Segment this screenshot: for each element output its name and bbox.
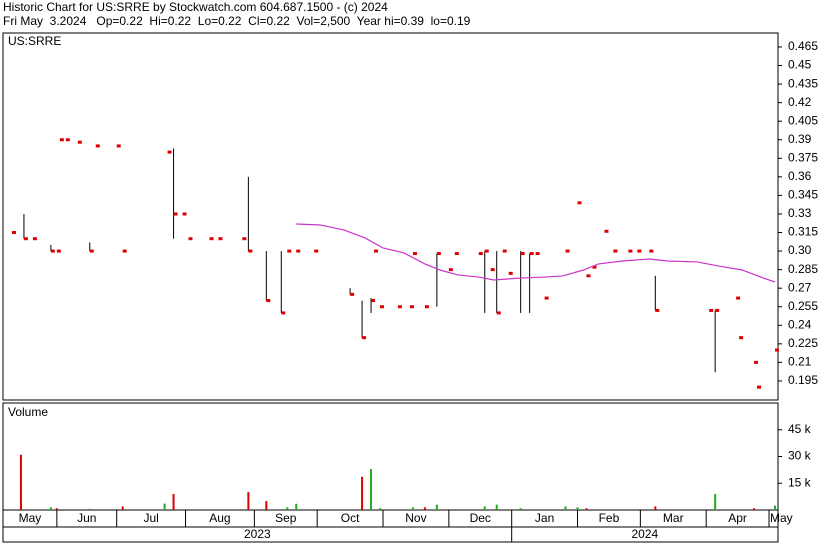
x-tick-label: Dec — [470, 511, 491, 525]
y-tick-label: 0.21 — [788, 355, 812, 369]
volume-bar — [286, 507, 289, 510]
y-tick-label: 0.465 — [788, 39, 818, 53]
y-tick-label: 0.33 — [788, 206, 812, 220]
volume-bar — [361, 476, 364, 510]
chart-title: Historic Chart for US:SRRE by Stockwatch… — [3, 0, 388, 14]
quote-line: Fri May 3.2024 Op=0.22 Hi=0.22 Lo=0.22 C… — [3, 14, 471, 28]
volume-bar — [49, 507, 52, 510]
x-tick-label: May — [19, 511, 42, 525]
y-tick-label: 15 k — [788, 475, 812, 489]
volume-bar — [295, 503, 298, 510]
y-tick-label: 0.45 — [788, 58, 812, 72]
y-tick-label: 0.255 — [788, 299, 818, 313]
volume-bar — [714, 493, 717, 510]
volume-bar — [774, 505, 777, 510]
volume-bar — [585, 508, 588, 510]
volume-bar — [370, 468, 373, 510]
volume-bar — [172, 493, 175, 510]
x-tick-label: Jun — [77, 511, 96, 525]
x-tick-label: May — [770, 511, 793, 525]
volume-bar — [654, 506, 657, 510]
y-tick-label: 0.24 — [788, 317, 812, 331]
moving-average — [296, 223, 776, 283]
year-label: 2023 — [244, 527, 271, 541]
y-tick-label: 0.375 — [788, 150, 818, 164]
y-tick-label: 0.42 — [788, 95, 812, 109]
x-tick-label: Mar — [663, 511, 684, 525]
volume-bar — [379, 508, 382, 510]
volume-bar — [55, 508, 58, 510]
y-tick-label: 0.39 — [788, 132, 812, 146]
volume-bar — [247, 492, 250, 510]
y-tick-label: 0.195 — [788, 373, 818, 387]
x-tick-label: Aug — [209, 511, 230, 525]
y-tick-label: 0.315 — [788, 225, 818, 239]
x-tick-label: Jan — [535, 511, 554, 525]
y-tick-label: 0.36 — [788, 169, 812, 183]
y-tick-label: 0.405 — [788, 113, 818, 127]
volume-bar — [753, 508, 756, 510]
volume-bar — [19, 454, 22, 510]
y-tick-label: 45 k — [788, 422, 812, 436]
volume-bar — [121, 506, 124, 510]
year-label: 2024 — [631, 527, 658, 541]
volume-bar — [435, 504, 438, 510]
volume-bar — [411, 507, 414, 510]
x-tick-label: Nov — [405, 511, 426, 525]
volume-bar — [564, 506, 567, 510]
y-tick-label: 0.435 — [788, 76, 818, 90]
volume-bar — [265, 501, 268, 510]
y-tick-label: 0.345 — [788, 188, 818, 202]
price-panel — [2, 32, 779, 401]
volume-bar — [423, 507, 426, 510]
x-tick-label: Jul — [143, 511, 158, 525]
volume-bar — [576, 507, 579, 510]
volume-bar — [483, 506, 486, 510]
volume-label: Volume — [8, 405, 48, 419]
y-tick-label: 0.285 — [788, 262, 818, 276]
y-tick-label: 0.30 — [788, 243, 812, 257]
x-tick-label: Apr — [728, 511, 747, 525]
volume-bar — [88, 508, 91, 510]
x-tick-label: Oct — [341, 511, 360, 525]
y-tick-label: 0.27 — [788, 280, 812, 294]
y-tick-label: 30 k — [788, 449, 812, 463]
volume-bar — [495, 504, 498, 510]
y-tick-label: 0.225 — [788, 336, 818, 350]
volume-bar — [163, 503, 166, 510]
volume-bar — [519, 508, 522, 510]
x-tick-label: Sep — [275, 511, 297, 525]
symbol-label: US:SRRE — [8, 34, 61, 48]
x-tick-label: Feb — [599, 511, 620, 525]
